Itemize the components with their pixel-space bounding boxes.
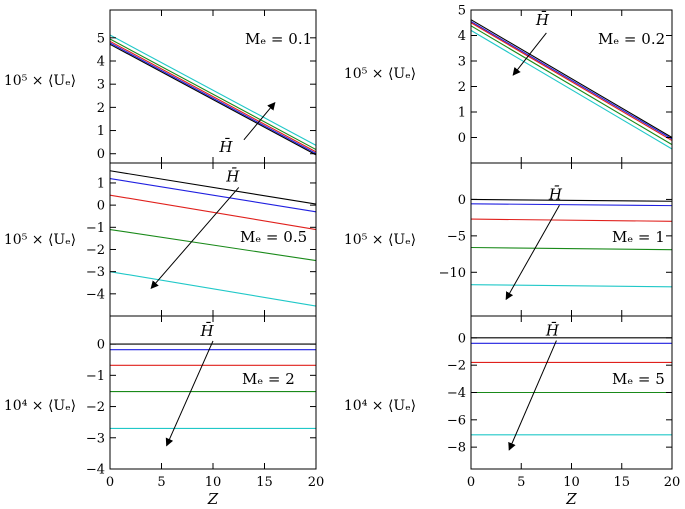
y-axis-label: 10⁴ × ⟨Uₑ⟩	[4, 398, 76, 414]
panel-3: −4 −3 −2 −1 0 1 Mₑ = 0.5 10⁵ × ⟨Uₑ⟩ H̄	[4, 162, 317, 317]
x-axis-label: Z	[207, 490, 219, 508]
series-line-1	[470, 198, 673, 202]
series-line-2	[470, 21, 673, 140]
y-axis-label: 10⁴ × ⟨Uₑ⟩	[344, 398, 416, 414]
x-tick-label: 20	[664, 475, 681, 490]
panel-4: −10 −5 0 Mₑ = 1 10⁵ × ⟨Uₑ⟩ H̄	[344, 162, 673, 317]
y-tick-label: 0	[458, 331, 466, 346]
series-line-2	[470, 203, 673, 207]
series-line-4	[470, 246, 673, 251]
y-tick-label: 5	[97, 31, 105, 46]
hbar-label: H̄	[548, 185, 563, 203]
series-line-3	[470, 218, 673, 222]
panel-2: 0 1 2 3 4 5 Mₑ = 0.2 10⁵ × ⟨Uₑ⟩ H̄	[344, 4, 673, 164]
mach-annotation: Mₑ = 1	[612, 228, 665, 246]
y-tick-label: 0	[97, 147, 105, 162]
x-axis-1: 0 5 10 15 20 Z	[106, 475, 324, 508]
panels: 0 1 2 3 4 5 Mₑ = 0.1 10⁵ × ⟨Uₑ⟩ H̄ 0 1 2 3 4 5 Mₑ = 0.2…	[4, 4, 680, 509]
y-tick-label: 0	[458, 131, 466, 146]
trend-arrow	[150, 187, 240, 290]
trend-arrow	[243, 101, 276, 141]
panel-6: −8 −6 −4 −2 0 Mₑ = 5 10⁴ × ⟨Uₑ⟩ H̄	[344, 315, 673, 470]
y-tick-label: −5	[447, 229, 466, 244]
series-line-5	[470, 284, 673, 288]
y-tick-label: 3	[97, 78, 105, 93]
y-tick-label: −3	[86, 265, 105, 280]
y-tick-label: −1	[86, 221, 105, 236]
hbar-label: H̄	[218, 138, 233, 156]
y-tick-label: 0	[458, 193, 466, 208]
x-tick-label: 10	[205, 475, 222, 490]
y-tick-label: 5	[458, 4, 466, 19]
y-axis-label: 10⁵ × ⟨Uₑ⟩	[344, 66, 416, 82]
y-tick-label: 2	[458, 80, 466, 95]
y-tick-label: 0	[97, 199, 105, 214]
mach-annotation: Mₑ = 2	[242, 370, 295, 388]
series-line-3	[109, 194, 317, 231]
hbar-label: H̄	[199, 322, 214, 340]
y-tick-label: 4	[458, 29, 466, 44]
y-tick-label: −8	[447, 441, 466, 456]
mach-annotation: Mₑ = 0.1	[245, 30, 312, 48]
trend-arrow	[512, 32, 547, 76]
hbar-label: H̄	[535, 11, 550, 29]
series-line-2	[109, 177, 317, 213]
trend-arrow	[505, 205, 560, 301]
hbar-label: H̄	[225, 167, 240, 185]
y-tick-label: −4	[86, 463, 105, 478]
series-line-1	[109, 170, 317, 205]
y-tick-label: 1	[458, 106, 466, 121]
series-line-4	[109, 38, 317, 151]
x-tick-label: 0	[106, 475, 114, 490]
series-line-5	[109, 34, 317, 146]
y-tick-label: −4	[447, 386, 466, 401]
series-line-4	[470, 25, 673, 146]
series-line-5	[109, 271, 317, 307]
y-tick-label: −4	[86, 287, 105, 302]
series-line-1	[470, 19, 673, 138]
y-tick-label: 3	[458, 55, 466, 70]
y-tick-label: −2	[86, 400, 105, 415]
x-tick-label: 15	[613, 475, 630, 490]
series-line-5	[470, 29, 673, 150]
y-tick-label: −1	[86, 369, 105, 384]
x-axis-2: 0 5 10 15 20 Z	[467, 475, 680, 508]
y-tick-label: 1	[97, 124, 105, 139]
y-tick-label: −6	[447, 413, 466, 428]
y-tick-label: 2	[97, 101, 105, 116]
mach-annotation: Mₑ = 0.2	[598, 30, 665, 48]
y-tick-label: −10	[439, 266, 466, 281]
mach-annotation: Mₑ = 5	[612, 370, 665, 388]
series-line-3	[470, 22, 673, 142]
y-tick-label: −2	[447, 359, 466, 374]
x-tick-label: 15	[256, 475, 273, 490]
trend-arrow	[508, 340, 557, 451]
panel-1: 0 1 2 3 4 5 Mₑ = 0.1 10⁵ × ⟨Uₑ⟩ H̄	[4, 9, 317, 164]
x-axis-label: Z	[565, 490, 577, 508]
x-tick-label: 10	[563, 475, 580, 490]
series-line-1	[109, 43, 317, 156]
y-axis-label: 10⁵ × ⟨Uₑ⟩	[4, 232, 76, 248]
series-line-3	[109, 40, 317, 153]
y-tick-label: 1	[97, 176, 105, 191]
y-axis-label: 10⁵ × ⟨Uₑ⟩	[344, 232, 416, 248]
panel-5: −4 −3 −2 −1 0 Mₑ = 2 10⁴ × ⟨Uₑ⟩ H̄	[4, 315, 317, 478]
y-tick-label: −3	[86, 431, 105, 446]
trend-arrow	[165, 340, 214, 447]
y-tick-label: 4	[97, 55, 105, 70]
x-tick-label: 20	[308, 475, 325, 490]
y-axis-label: 10⁵ × ⟨Uₑ⟩	[4, 73, 76, 89]
y-tick-label: 0	[97, 338, 105, 353]
y-tick-label: −2	[86, 243, 105, 258]
x-tick-label: 5	[157, 475, 165, 490]
series-line-2	[109, 42, 317, 154]
hbar-label: H̄	[545, 322, 560, 340]
x-tick-label: 0	[467, 475, 475, 490]
mach-annotation: Mₑ = 0.5	[240, 228, 307, 246]
series-line-4	[109, 228, 317, 262]
x-tick-label: 5	[517, 475, 525, 490]
